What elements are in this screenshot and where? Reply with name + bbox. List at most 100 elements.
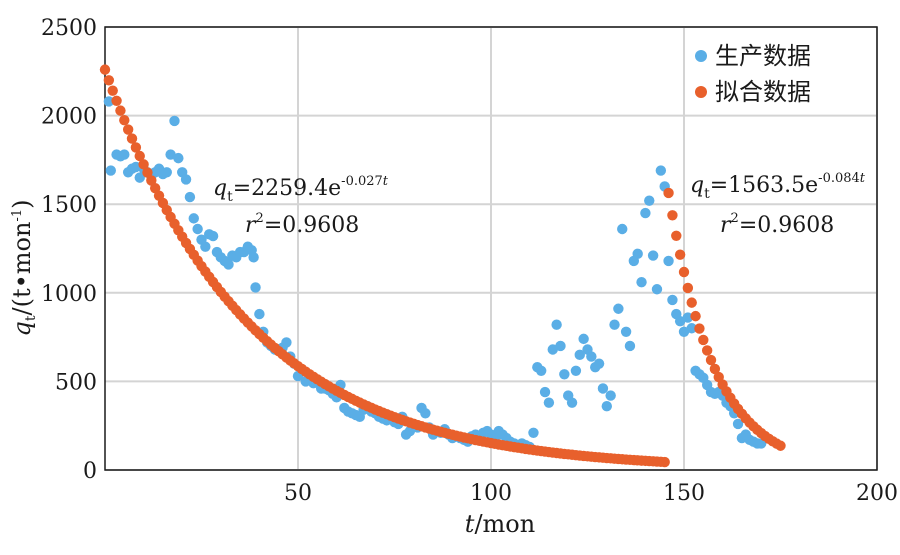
plot-area-frame: [104, 26, 878, 471]
production-point: [551, 319, 562, 330]
production-point: [732, 418, 744, 430]
production-point: [593, 358, 605, 369]
fitted-point: [682, 282, 694, 294]
r-squared-1-sup: 2: [256, 211, 264, 226]
equation-2-q: q: [690, 173, 704, 198]
production-point: [420, 408, 431, 419]
production-point: [617, 223, 628, 235]
production-point: [574, 349, 585, 361]
production-point: [248, 252, 259, 263]
production-point: [678, 326, 690, 337]
y-tick-label: 0: [83, 459, 97, 484]
production-point: [636, 276, 647, 288]
production-point: [651, 284, 663, 295]
r-squared-2-sup: 2: [731, 211, 739, 226]
x-axis-unit: /mon: [474, 510, 535, 538]
production-point: [686, 323, 697, 334]
production-point: [647, 250, 659, 261]
x-axis-var: t: [465, 510, 475, 538]
equation-2: qt=1563.5e-0.084t: [690, 171, 866, 202]
production-data-points: [103, 96, 767, 453]
x-tick-label: 100: [470, 481, 512, 506]
fitted-point: [690, 310, 701, 322]
r-squared-2-r: r: [720, 213, 732, 238]
production-point: [601, 401, 612, 412]
production-point: [620, 326, 632, 337]
production-point: [207, 230, 219, 242]
production-point: [655, 165, 667, 176]
y-axis-var: q: [8, 321, 36, 336]
equation-1-sub: t: [227, 189, 233, 205]
y-tick-label: 2000: [41, 105, 97, 130]
x-tick-label: 200: [856, 481, 898, 506]
y-tick-label: 1000: [41, 282, 97, 307]
y-axis-title: qt/(t•mon-1): [8, 200, 39, 337]
production-point: [609, 319, 620, 330]
production-point: [169, 115, 180, 127]
fitted-point: [671, 230, 682, 241]
fitted-point: [705, 354, 717, 366]
y-axis-unit-sup: -1: [10, 209, 25, 222]
production-point: [134, 172, 145, 183]
y-tick-label: 2500: [41, 16, 97, 41]
production-point: [566, 397, 578, 408]
production-point: [547, 344, 558, 355]
equation-1-exp-var: t: [383, 174, 389, 189]
production-point: [555, 340, 566, 352]
production-point: [119, 149, 130, 160]
production-point: [254, 308, 265, 320]
r-squared-1-r: r: [245, 213, 257, 238]
equation-2-exp-var: t: [860, 171, 866, 186]
fitted-point: [107, 85, 118, 96]
production-point: [644, 195, 655, 206]
fitted-point: [130, 142, 142, 153]
fitted-data-points: [99, 64, 786, 468]
production-point: [281, 337, 292, 348]
production-point: [103, 96, 115, 107]
legend-marker-production: [695, 50, 707, 62]
fitted-point: [686, 297, 697, 308]
production-point: [667, 294, 678, 306]
production-point: [543, 397, 555, 408]
legend-label-production: 生产数据: [715, 42, 811, 70]
fitted-point: [115, 105, 126, 116]
fitted-point: [694, 323, 705, 334]
fitted-point: [698, 334, 709, 346]
fitted-point: [119, 114, 130, 126]
production-point: [192, 223, 203, 235]
fitted-point: [134, 150, 145, 162]
equation-1-q: q: [213, 176, 227, 201]
equation-2-sub: t: [704, 186, 710, 202]
x-tick-label: 150: [663, 481, 705, 506]
fitted-point: [709, 363, 721, 375]
production-point: [578, 333, 589, 345]
y-axis-unit-post: ): [8, 200, 36, 209]
r-squared-2-val: =0.9608: [739, 213, 834, 238]
production-point: [161, 167, 172, 178]
y-axis-sub: t: [23, 315, 39, 321]
production-point: [605, 390, 616, 401]
production-point: [586, 351, 597, 362]
production-point: [674, 315, 686, 327]
y-axis-unit-pre: /(t•mon: [8, 222, 36, 316]
fitted-point: [674, 249, 686, 260]
production-point: [570, 365, 582, 376]
legend: 生产数据 拟合数据: [695, 42, 811, 106]
r-squared-2: r2=0.9608: [720, 211, 834, 238]
equation-1-exp: -0.027: [341, 174, 383, 189]
r-squared-1: r2=0.9608: [245, 211, 359, 238]
fitted-point: [99, 64, 111, 75]
production-point: [188, 213, 199, 224]
production-point: [640, 207, 651, 219]
fitted-point: [775, 440, 786, 451]
fitted-point: [142, 167, 153, 178]
fitted-point: [146, 175, 157, 186]
legend-label-fitted: 拟合数据: [715, 78, 811, 106]
fitted-point: [138, 159, 149, 170]
production-point: [250, 282, 261, 293]
production-point: [539, 386, 551, 398]
production-point: [597, 383, 609, 394]
production-point: [173, 152, 184, 164]
